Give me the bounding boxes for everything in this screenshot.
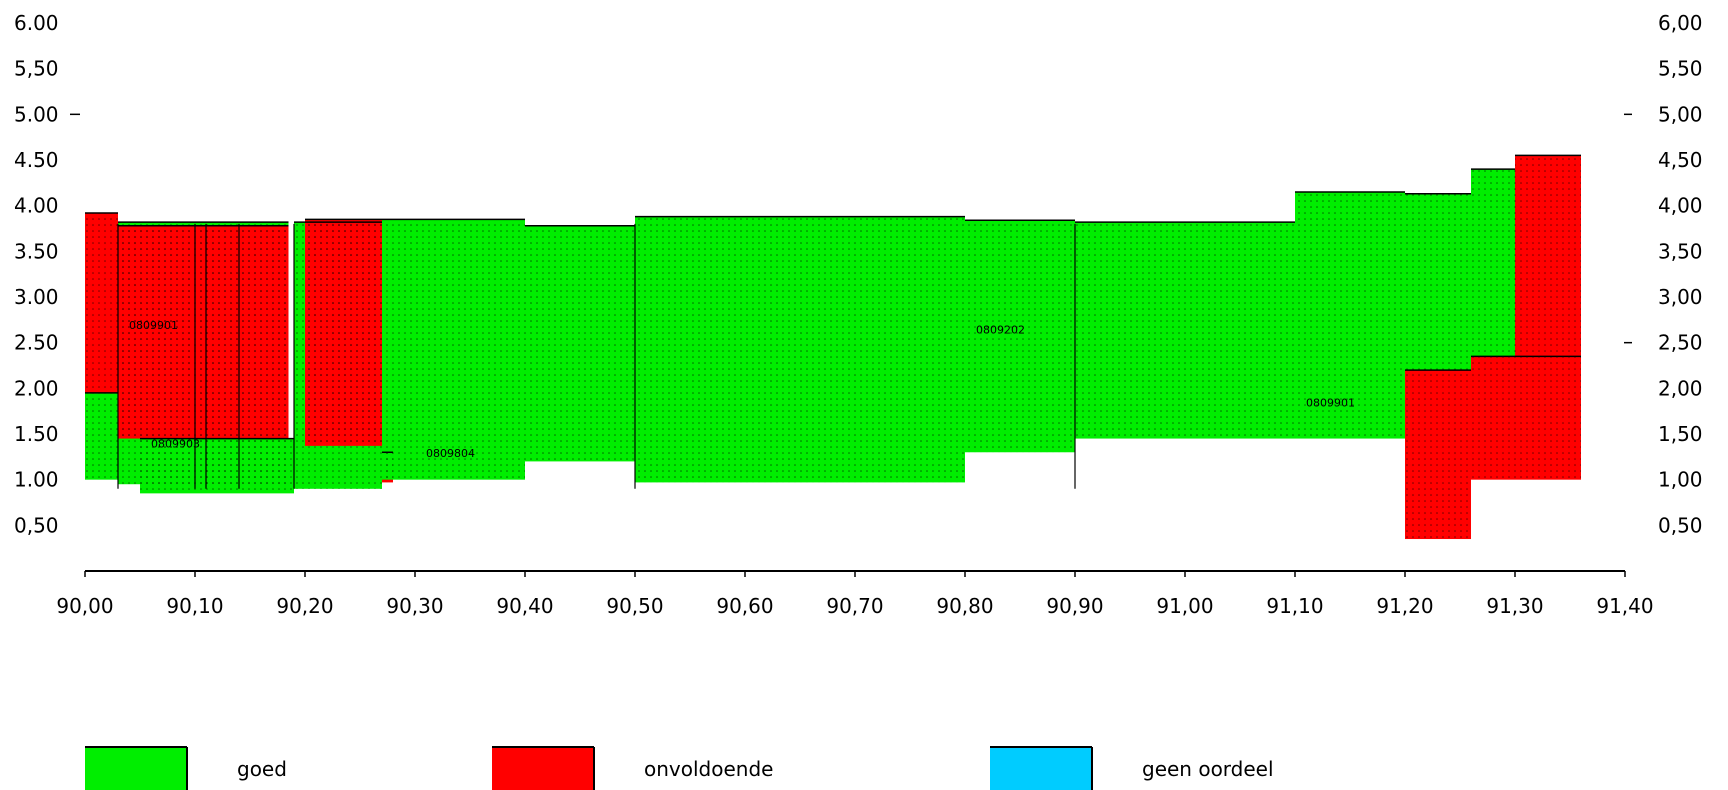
segment-dots-15 (1405, 193, 1471, 371)
segment-label-1: 0809903 (151, 438, 200, 451)
segment-dots-14 (1295, 191, 1405, 439)
segment-dots-11 (855, 216, 965, 483)
legend-swatch-onvoldoende (492, 747, 594, 790)
x-tick-label-11: 91,10 (1266, 594, 1323, 618)
y-tick-label-left-10: 5,50 (14, 57, 59, 81)
segment-dots-17 (1405, 370, 1471, 540)
segment-dots-18 (1471, 356, 1581, 480)
segment-labels-group: 0809901 0809903 0809804 0809202 0809901 (129, 319, 1355, 460)
y-tick-label-left-8: 4.50 (14, 148, 59, 172)
pattern-overlay-group (85, 155, 1581, 540)
x-tick-label-12: 91,20 (1376, 594, 1433, 618)
segment-dots-8 (382, 219, 525, 480)
y-tick-label-left-7: 4.00 (14, 194, 59, 218)
y-tick-label-left-11: 6.00 (14, 11, 59, 35)
segment-dots-12 (965, 220, 1075, 453)
y-tick-label-right-11: 6,00 (1658, 11, 1703, 35)
legend-label-geen_oordeel: geen oordeel (1142, 757, 1274, 781)
segment-label-4: 0809901 (1306, 397, 1355, 410)
segment-dots-13 (1075, 222, 1295, 439)
x-tick-label-9: 90,90 (1046, 594, 1103, 618)
y-tick-label-right-0: 0,50 (1658, 513, 1703, 537)
legend-swatch-goed (85, 747, 187, 790)
segment-dots-10 (635, 216, 855, 483)
segment-dots-1 (85, 392, 118, 480)
y-tick-label-left-5: 3.00 (14, 285, 59, 309)
y-tick-label-left-3: 2.00 (14, 376, 59, 400)
segment-dots-4 (140, 438, 294, 494)
y-tick-label-left-0: 0,50 (14, 513, 59, 537)
x-tick-label-8: 90,80 (936, 594, 993, 618)
x-tick-label-5: 90,50 (606, 594, 663, 618)
x-tick-label-2: 90,20 (276, 594, 333, 618)
x-tick-label-1: 90,10 (166, 594, 223, 618)
segment-dots-9 (525, 225, 635, 462)
y-tick-label-left-1: 1.00 (14, 468, 59, 492)
segment-dots-0 (85, 212, 118, 393)
y-tick-label-right-3: 2,00 (1658, 376, 1703, 400)
x-tick-label-0: 90,00 (56, 594, 113, 618)
segment-dots-6 (305, 219, 382, 446)
x-tick-label-6: 90,60 (716, 594, 773, 618)
x-tick-label-4: 90,40 (496, 594, 553, 618)
y-tick-label-left-9: 5.00 (14, 102, 59, 126)
segment-dots-16 (1471, 169, 1515, 357)
axes-group: 90,00 90,10 90,20 90,30 90,40 90,50 90,60 90,70… (14, 11, 1703, 618)
y-tick-label-right-1: 1,00 (1658, 468, 1703, 492)
y-tick-label-right-5: 3,00 (1658, 285, 1703, 309)
legend-swatch-geen_oordeel (990, 747, 1092, 790)
segment-lines-group (85, 154, 1581, 489)
x-tick-label-13: 91,30 (1486, 594, 1543, 618)
y-tick-label-right-8: 4,50 (1658, 148, 1703, 172)
x-tick-label-7: 90,70 (826, 594, 883, 618)
segment-dots-3 (118, 225, 289, 439)
segment-label-2: 0809804 (426, 447, 475, 460)
x-tick-label-10: 91,00 (1156, 594, 1213, 618)
y-tick-label-right-2: 1,50 (1658, 422, 1703, 446)
segment-dots-19 (1515, 155, 1581, 357)
y-tick-label-left-4: 2.50 (14, 331, 59, 355)
y-tick-label-left-6: 3.50 (14, 239, 59, 263)
y-tick-label-right-10: 5,50 (1658, 57, 1703, 81)
x-tick-label-3: 90,30 (386, 594, 443, 618)
segment-label-3: 0809202 (976, 324, 1025, 337)
y-tick-label-right-7: 4,00 (1658, 194, 1703, 218)
y-tick-label-right-4: 2,50 (1658, 331, 1703, 355)
y-tick-label-right-6: 3,50 (1658, 239, 1703, 263)
y-tick-label-right-9: 5,00 (1658, 102, 1703, 126)
legend-label-onvoldoende: onvoldoende (644, 757, 773, 781)
x-tick-label-14: 91,40 (1596, 594, 1653, 618)
segment-label-0: 0809901 (129, 319, 178, 332)
legend-label-goed: goed (237, 757, 287, 781)
legend-group: goed onvoldoende geen oordeel (85, 746, 1274, 790)
y-tick-label-left-2: 1.50 (14, 422, 59, 446)
